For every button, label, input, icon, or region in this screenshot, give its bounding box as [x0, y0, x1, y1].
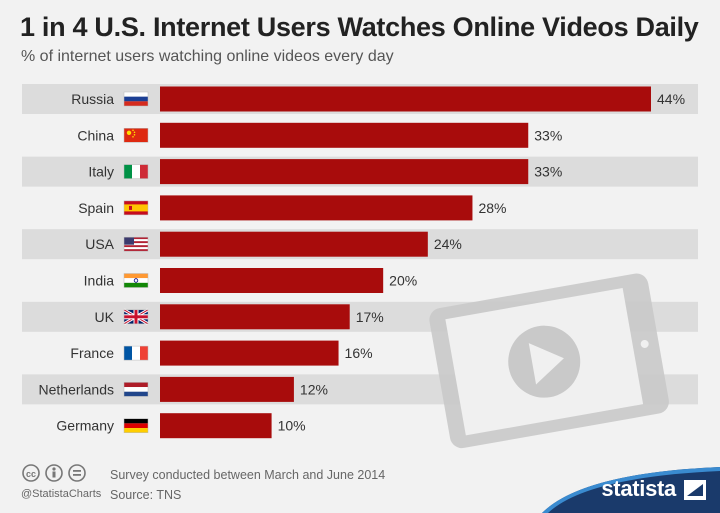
- value-label: 24%: [434, 236, 462, 252]
- bar-usa: [160, 231, 428, 257]
- flag-germany-icon: [123, 418, 149, 433]
- bar-china: [160, 122, 529, 148]
- bar-spain: [160, 195, 473, 221]
- statista-logo-icon: [684, 480, 706, 500]
- value-label: 44%: [657, 91, 685, 107]
- bar-netherlands: [160, 376, 294, 402]
- value-label: 17%: [356, 309, 384, 325]
- statista-wordmark: statista: [601, 476, 676, 501]
- value-label: 20%: [389, 273, 417, 289]
- flag-china-icon: [123, 128, 149, 143]
- flag-france-icon: [123, 345, 149, 361]
- bar-india: [160, 268, 384, 293]
- value-label: 12%: [300, 381, 328, 397]
- category-label: Netherlands: [39, 381, 115, 397]
- source-note: Source: TNS: [110, 488, 182, 502]
- category-label: UK: [95, 309, 115, 325]
- svg-text:cc: cc: [26, 469, 36, 479]
- bar-france: [160, 340, 339, 366]
- value-label: 33%: [534, 127, 562, 143]
- flag-usa-icon: [123, 236, 149, 252]
- statista-handle: @StatistaCharts: [21, 488, 102, 500]
- value-label: 28%: [478, 200, 506, 216]
- category-label: Italy: [88, 164, 114, 180]
- brand-background: [542, 467, 720, 513]
- category-label: China: [77, 127, 114, 143]
- value-label: 33%: [534, 164, 562, 180]
- category-label: France: [70, 345, 114, 361]
- value-label: 10%: [278, 418, 306, 434]
- bar-uk: [160, 304, 350, 330]
- bar-russia: [160, 86, 651, 112]
- chart-title: 1 in 4 U.S. Internet Users Watches Onlin…: [20, 12, 699, 42]
- bar-italy: [160, 159, 529, 185]
- flag-netherlands-icon: [123, 382, 149, 397]
- statista-brand[interactable]: statista: [542, 465, 720, 513]
- flag-uk-icon: [123, 308, 149, 326]
- flag-russia-icon: [123, 91, 149, 107]
- category-label: Spain: [78, 200, 114, 216]
- value-label: 16%: [345, 345, 373, 361]
- category-label: India: [84, 273, 115, 289]
- by-icon: [45, 464, 63, 482]
- category-label: USA: [85, 236, 114, 252]
- category-label: Russia: [71, 91, 114, 107]
- flag-spain-icon: [123, 200, 149, 216]
- category-label: Germany: [56, 418, 114, 434]
- tablet-play-icon: [429, 273, 669, 449]
- flag-india-icon: [123, 273, 149, 288]
- nd-icon: [68, 464, 86, 482]
- cc-icon: cc: [22, 464, 40, 482]
- license-icons: cc: [22, 463, 102, 488]
- bar-germany: [160, 413, 272, 439]
- chart-subtitle: % of internet users watching online vide…: [21, 48, 394, 65]
- flag-italy-icon: [123, 164, 149, 179]
- survey-note: Survey conducted between March and June …: [110, 468, 386, 482]
